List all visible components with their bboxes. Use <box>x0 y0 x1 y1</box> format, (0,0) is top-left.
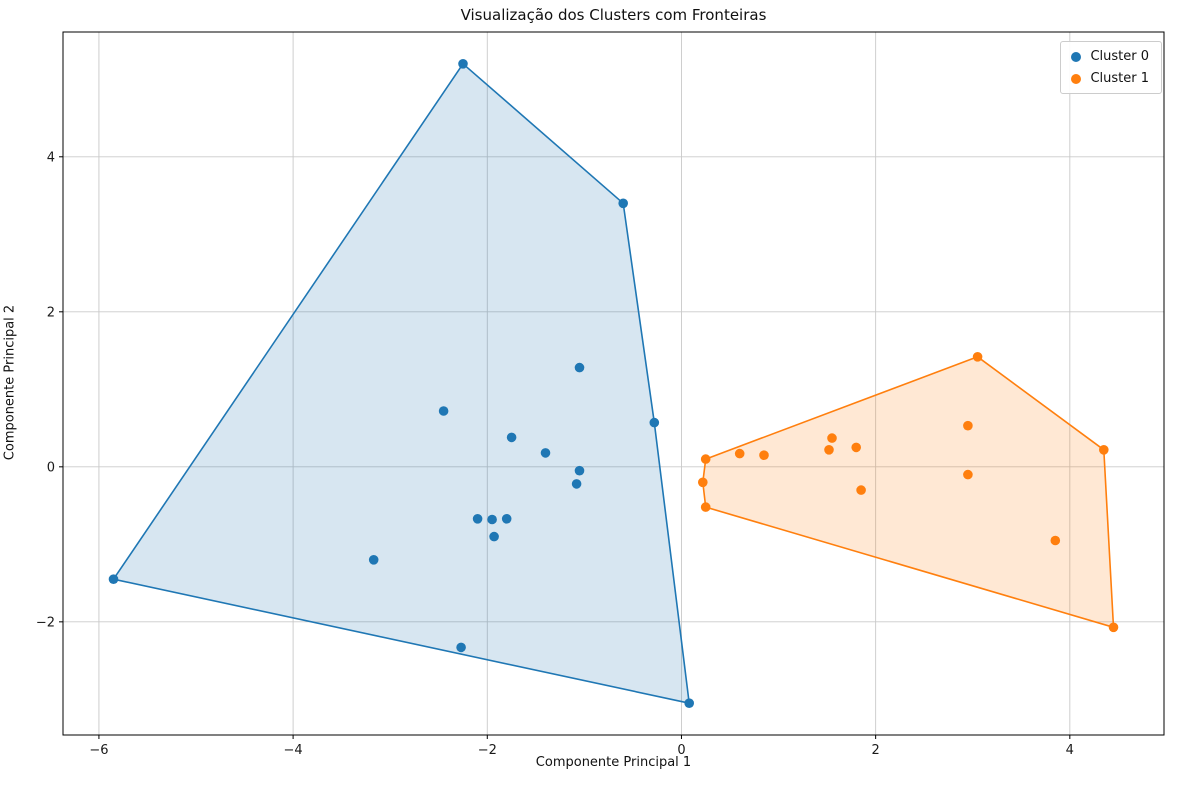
legend-entry-cluster-0: Cluster 0 <box>1071 49 1149 64</box>
data-point-cluster-0 <box>487 514 497 525</box>
legend-swatch-cluster-0 <box>1071 51 1082 62</box>
axes-frame <box>62 31 1165 736</box>
data-point-cluster-0 <box>618 198 628 209</box>
data-point-cluster-1 <box>1050 535 1061 546</box>
x-axis-label: Componente Principal 1 <box>535 755 692 770</box>
data-point-cluster-1 <box>698 477 708 488</box>
x-tick-label: 4 <box>1066 743 1074 758</box>
legend-entry-cluster-1: Cluster 1 <box>1071 71 1149 86</box>
y-tick-label: 4 <box>47 150 55 165</box>
y-tick-label: −2 <box>36 615 55 630</box>
y-axis-label: Componente Principal 2 <box>2 304 18 461</box>
data-point-cluster-1 <box>972 352 983 362</box>
legend: Cluster 0 Cluster 1 <box>1060 41 1162 94</box>
data-point-cluster-0 <box>684 698 694 708</box>
data-point-cluster-0 <box>574 362 585 373</box>
data-point-cluster-0 <box>501 514 512 524</box>
cluster-boundary-1 <box>701 355 1115 629</box>
x-tick-label: −2 <box>478 743 497 758</box>
data-point-cluster-0 <box>506 432 517 443</box>
data-point-cluster-0 <box>649 417 660 428</box>
chart-title: Visualização dos Clusters com Fronteiras <box>460 6 767 24</box>
x-tick-label: 0 <box>677 743 685 758</box>
data-point-cluster-0 <box>108 574 119 584</box>
data-point-cluster-1 <box>827 433 837 443</box>
data-point-cluster-1 <box>1099 445 1109 455</box>
data-point-cluster-0 <box>472 514 483 524</box>
data-point-cluster-0 <box>438 406 449 416</box>
legend-label-cluster-0: Cluster 0 <box>1090 49 1149 64</box>
x-tick-label: −6 <box>89 743 108 758</box>
data-point-cluster-1 <box>824 445 834 455</box>
data-point-cluster-0 <box>489 531 499 542</box>
data-point-cluster-1 <box>963 420 973 431</box>
legend-label-cluster-1: Cluster 1 <box>1090 71 1149 86</box>
data-point-cluster-1 <box>856 485 866 495</box>
x-tick-label: 2 <box>872 743 880 758</box>
data-point-cluster-1 <box>734 448 745 459</box>
data-point-cluster-0 <box>456 642 466 653</box>
data-point-cluster-0 <box>574 465 585 476</box>
cluster-boundary-0 <box>112 62 691 705</box>
y-tick-label: 2 <box>47 305 55 320</box>
legend-swatch-cluster-1 <box>1071 73 1082 84</box>
data-point-cluster-1 <box>700 502 711 512</box>
y-tick-label: 0 <box>47 460 55 475</box>
data-point-cluster-1 <box>1108 622 1119 633</box>
data-point-cluster-1 <box>851 442 861 453</box>
data-point-cluster-0 <box>458 59 468 69</box>
data-point-cluster-0 <box>571 479 582 489</box>
data-point-cluster-1 <box>759 450 769 461</box>
data-point-cluster-0 <box>540 448 551 458</box>
data-point-cluster-1 <box>963 469 973 480</box>
data-point-cluster-1 <box>700 454 711 464</box>
x-tick-label: −4 <box>284 743 303 758</box>
data-point-cluster-0 <box>368 555 379 565</box>
